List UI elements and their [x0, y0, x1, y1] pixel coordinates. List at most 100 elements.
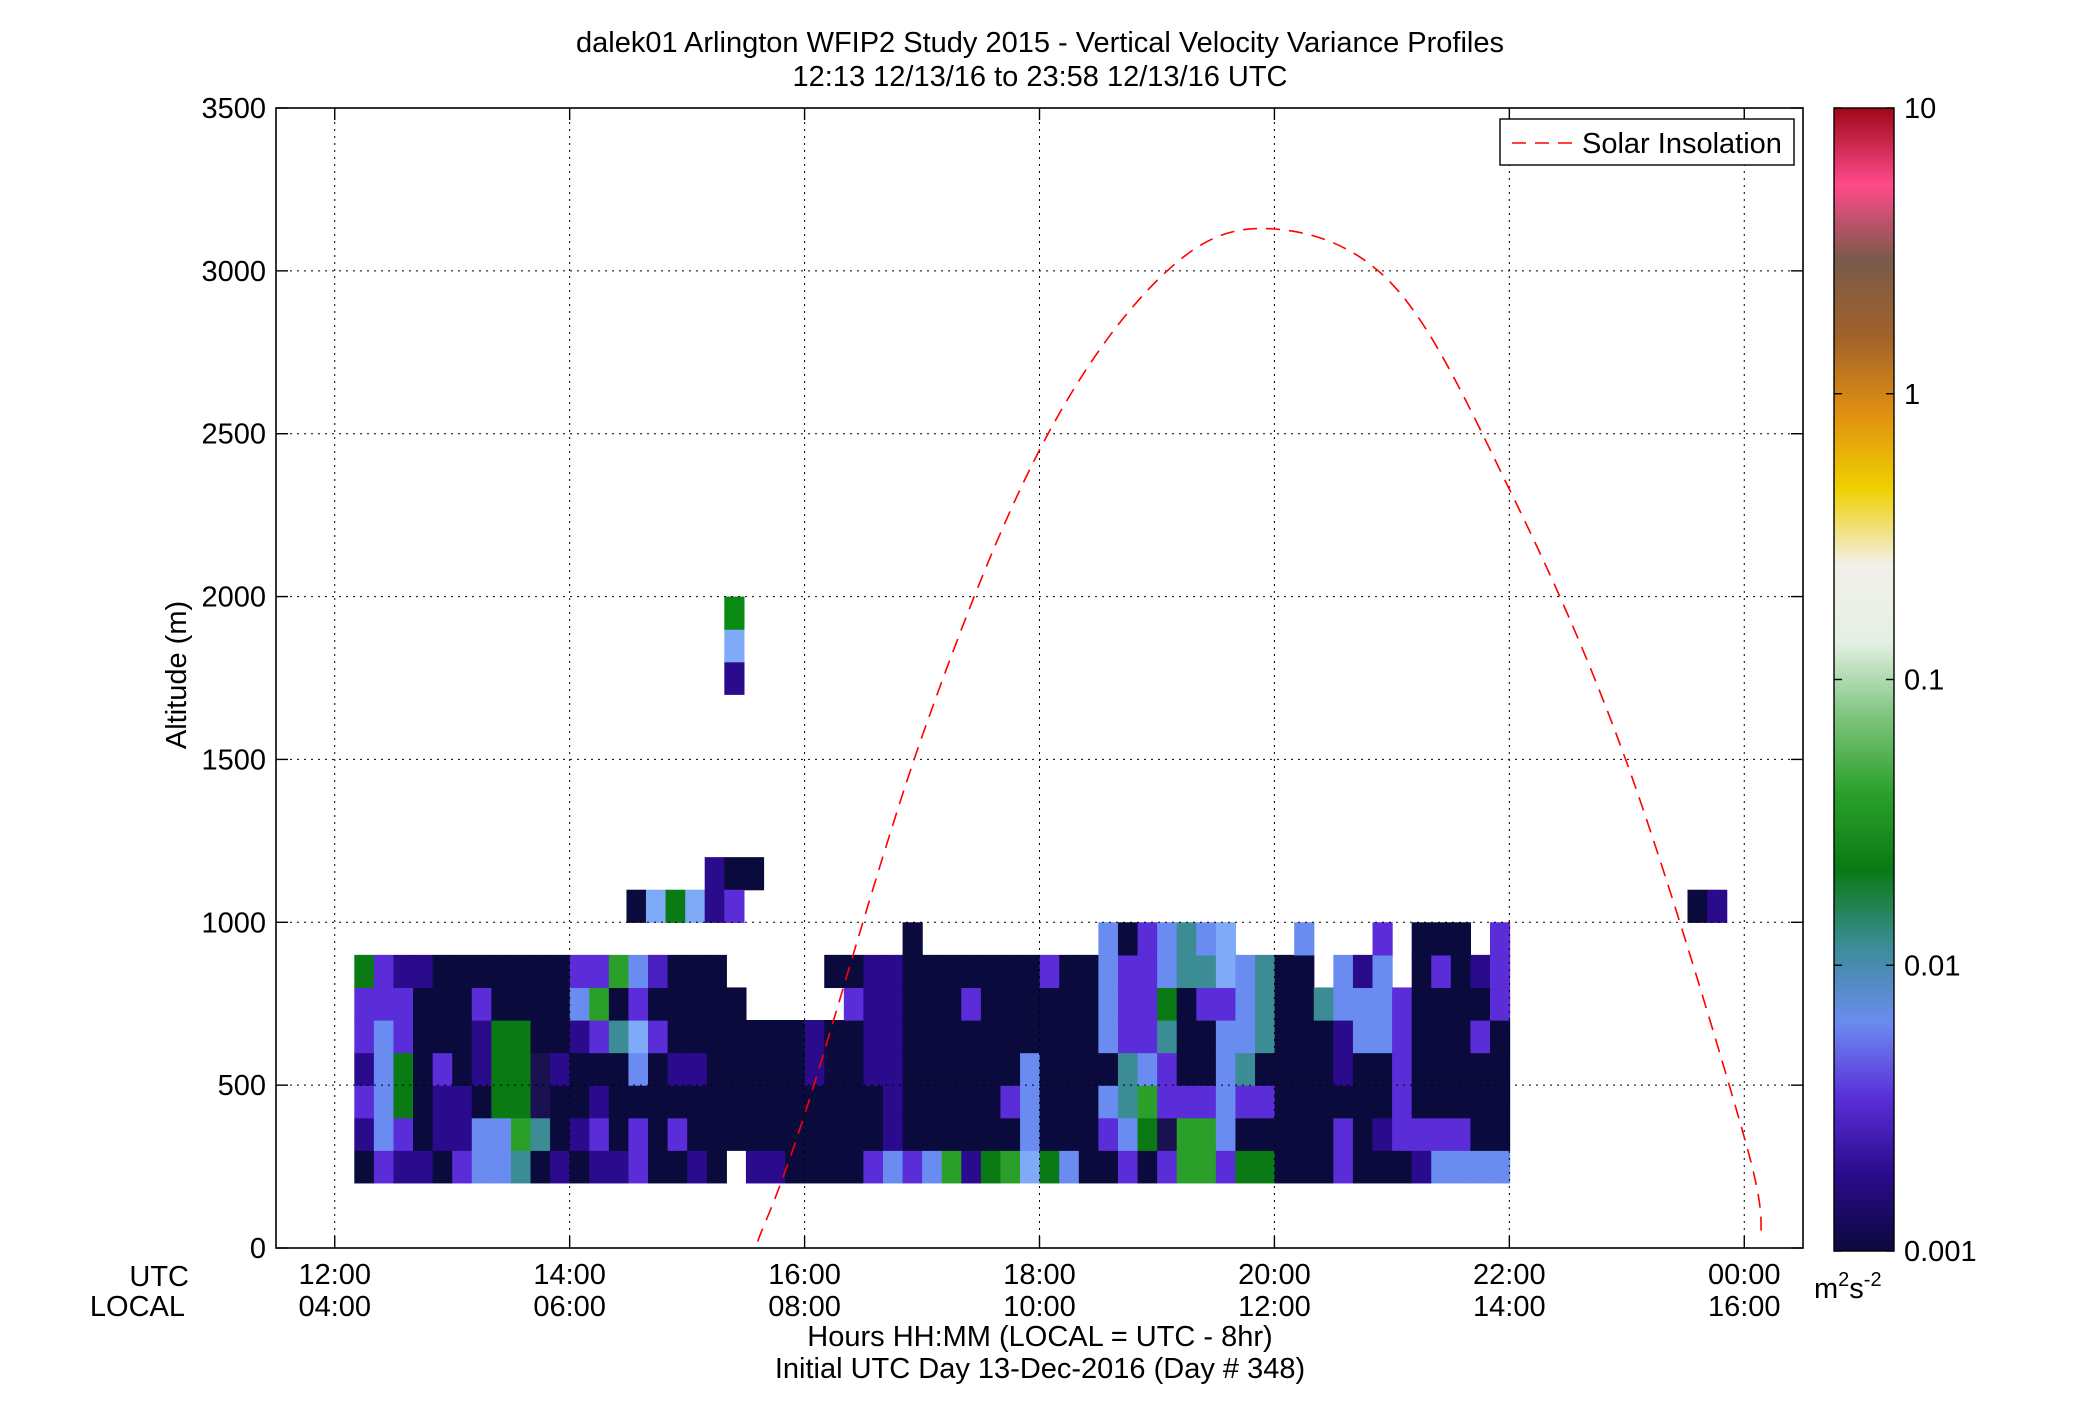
heatmap-cell	[628, 954, 649, 989]
heatmap-cell	[530, 987, 551, 1021]
heatmap-cell	[452, 1117, 473, 1151]
heatmap-cell	[1215, 954, 1237, 989]
heatmap-cell	[1313, 1020, 1334, 1054]
colorbar-unit: m2s-2	[1814, 1269, 1882, 1305]
heatmap-cell	[824, 1117, 845, 1151]
heatmap-cell	[1196, 954, 1217, 989]
heatmap-cell	[1215, 1150, 1237, 1184]
heatmap-cell	[452, 1150, 473, 1184]
y-tick-label: 2500	[201, 419, 266, 451]
heatmap-cell	[1098, 954, 1119, 989]
heatmap-cell	[1196, 1117, 1217, 1151]
heatmap-cell	[648, 987, 669, 1021]
heatmap-cell	[1411, 922, 1432, 956]
heatmap-cell	[804, 1150, 825, 1184]
colorbar-tick-label: 1	[1904, 379, 1920, 411]
y-tick-label: 3500	[201, 93, 266, 125]
heatmap-cell	[1470, 1052, 1491, 1086]
heatmap-cell	[902, 1150, 923, 1184]
heatmap-cell	[726, 987, 747, 1021]
heatmap-cell	[1020, 1085, 1041, 1119]
heatmap-cell	[804, 1052, 825, 1086]
heatmap-cell	[1059, 1052, 1080, 1086]
heatmap-cell	[1470, 1117, 1491, 1151]
heatmap-cell	[432, 1085, 453, 1119]
heatmap-cell	[1470, 987, 1491, 1021]
heatmap-cell	[1450, 1085, 1472, 1119]
heatmap-cell	[1039, 1117, 1060, 1151]
heatmap-cell	[1176, 1085, 1197, 1119]
heatmap-cell	[569, 1085, 590, 1119]
heatmap-cell	[1157, 954, 1178, 989]
heatmap-cell	[1059, 1117, 1080, 1151]
heatmap-cell	[922, 1117, 943, 1151]
x-tick-label-utc: 20:00	[1238, 1259, 1311, 1291]
heatmap-cell	[961, 1117, 982, 1151]
heatmap-cell	[452, 1052, 473, 1086]
heatmap-cell	[1372, 954, 1393, 989]
x-axis-label: Hours HH:MM (LOCAL = UTC - 8hr)	[807, 1321, 1272, 1353]
heatmap-cell	[530, 1117, 551, 1151]
heatmap-cell	[1098, 987, 1119, 1021]
colorbar-gradient	[1833, 107, 1895, 1252]
heatmap-cell	[452, 1085, 473, 1119]
heatmap-cell	[1176, 987, 1197, 1021]
heatmap-cell	[510, 1020, 532, 1054]
heatmap-cell	[530, 1085, 551, 1119]
heatmap-cell	[1489, 1150, 1511, 1184]
heatmap-cell	[1313, 1085, 1334, 1119]
heatmap-cell	[665, 889, 686, 923]
heatmap-cell	[726, 1085, 747, 1119]
heatmap-cell	[354, 987, 375, 1021]
heatmap-cell	[1137, 954, 1158, 989]
heatmap-cell	[491, 1150, 512, 1184]
heatmap-cell	[1450, 1052, 1472, 1086]
heatmap-cell	[1215, 1085, 1237, 1119]
heatmap-cell	[354, 1052, 375, 1086]
heatmap-cell	[1274, 1020, 1295, 1054]
heatmap-cell	[804, 1117, 825, 1151]
heatmap-cell	[1137, 1052, 1158, 1086]
heatmap-cell	[843, 987, 865, 1021]
heatmap-cell	[1411, 1150, 1432, 1184]
heatmap-cell	[608, 954, 630, 989]
heatmap-cell	[1078, 1150, 1099, 1184]
heatmap-cell	[1411, 1052, 1432, 1086]
heatmap-cell	[373, 987, 395, 1021]
heatmap-cell	[1431, 1150, 1452, 1184]
heatmap-cell	[373, 1150, 395, 1184]
heatmap-cell	[1333, 987, 1354, 1021]
heatmap-cell	[530, 1150, 551, 1184]
x-tick-label-local: 10:00	[1003, 1291, 1076, 1323]
heatmap-cell	[1235, 1085, 1256, 1119]
heatmap-cell	[1078, 1052, 1099, 1086]
heatmap-cell	[1333, 1052, 1354, 1086]
heatmap-cell	[373, 1020, 395, 1054]
heatmap-cell	[704, 889, 725, 923]
heatmap-cell	[589, 1085, 610, 1119]
heatmap-cell	[550, 987, 571, 1021]
heatmap-cell	[1294, 1117, 1315, 1151]
heatmap-cell	[1000, 987, 1021, 1021]
heatmap-cell	[491, 1117, 512, 1151]
heatmap-cell	[745, 1085, 767, 1119]
heatmap-cell	[1215, 1117, 1237, 1151]
heatmap-cell	[1333, 1020, 1354, 1054]
heatmap-cell	[628, 1020, 649, 1054]
heatmap-cell	[1157, 987, 1178, 1021]
heatmap-cell	[785, 1052, 806, 1086]
heatmap-cell	[1707, 889, 1728, 923]
heatmap-cell	[706, 1117, 727, 1151]
heatmap-cell	[452, 1020, 473, 1054]
heatmap-cell	[1333, 1117, 1354, 1151]
heatmap-cell	[1489, 1052, 1511, 1086]
heatmap-cell	[1137, 1150, 1158, 1184]
heatmap-cell	[1000, 1117, 1021, 1151]
heatmap-cell	[1392, 1117, 1413, 1151]
heatmap-cell	[1274, 1150, 1295, 1184]
heatmap-cell	[706, 1020, 727, 1054]
heatmap-cell	[1117, 987, 1139, 1021]
heatmap-cell	[706, 954, 727, 989]
heatmap-cell	[785, 1085, 806, 1119]
heatmap-cell	[413, 954, 434, 989]
